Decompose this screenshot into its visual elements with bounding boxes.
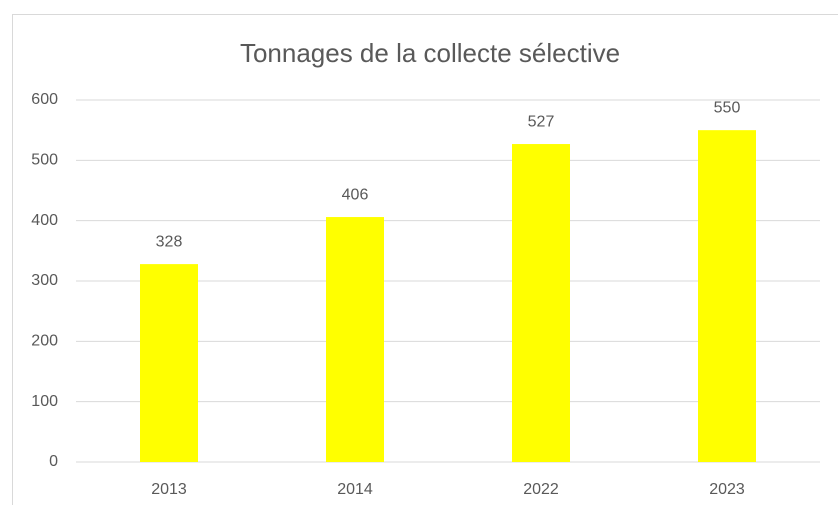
- x-tick-label: 2014: [337, 481, 373, 498]
- bar: [140, 264, 198, 462]
- x-tick-label: 2013: [151, 481, 187, 498]
- bar: [698, 130, 756, 462]
- data-label: 406: [342, 186, 369, 203]
- y-tick-label: 400: [31, 212, 58, 229]
- data-label: 527: [528, 113, 555, 130]
- y-tick-label: 500: [31, 152, 58, 169]
- y-tick-label: 200: [31, 333, 58, 350]
- y-tick-label: 300: [31, 272, 58, 289]
- x-tick-label: 2023: [709, 481, 745, 498]
- data-label: 328: [156, 233, 183, 250]
- bar: [326, 217, 384, 462]
- y-tick-label: 600: [31, 91, 58, 108]
- x-tick-label: 2022: [523, 481, 559, 498]
- y-tick-label: 100: [31, 393, 58, 410]
- y-tick-label: 0: [49, 453, 58, 470]
- chart-title: Tonnages de la collecte sélective: [240, 38, 620, 68]
- bar: [512, 144, 570, 462]
- data-label: 550: [714, 99, 741, 116]
